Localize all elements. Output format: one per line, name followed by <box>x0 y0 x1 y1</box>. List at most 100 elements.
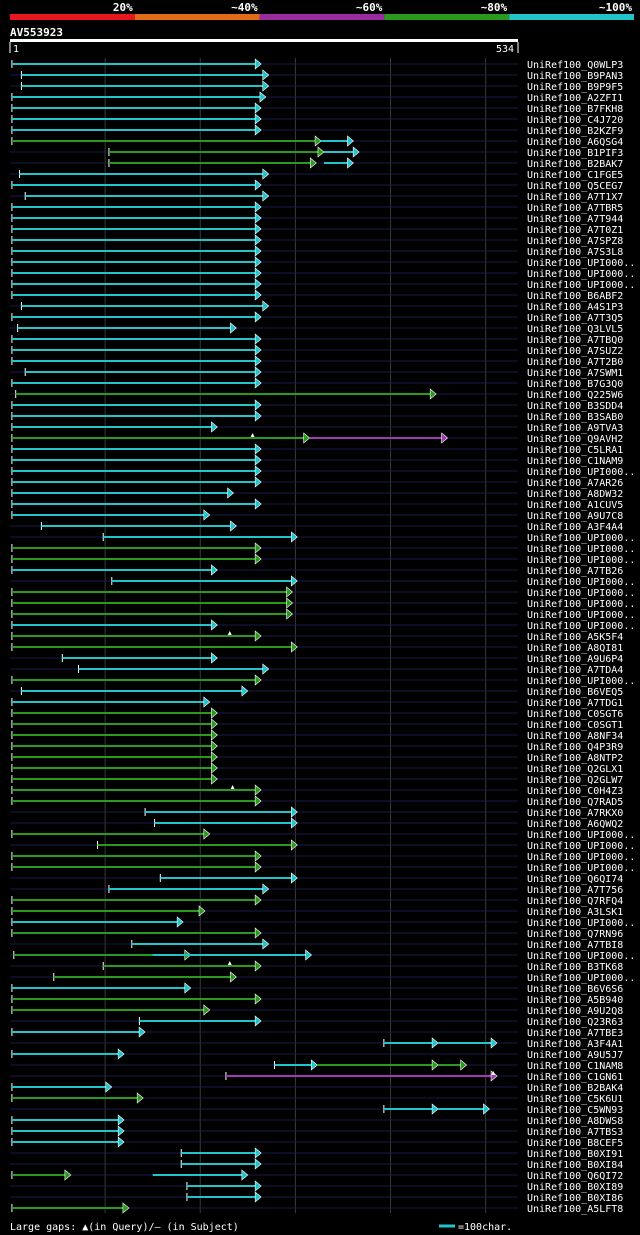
hit-label[interactable]: UniRef100_A2ZFI1 <box>527 93 623 104</box>
hit-row[interactable]: UniRef100_C5LRA1 <box>11 443 623 456</box>
hit-label[interactable]: UniRef100_UPI000.. <box>527 852 635 863</box>
hit-row[interactable]: UniRef100_UPI000.. <box>102 531 635 544</box>
hit-label[interactable]: UniRef100_A7TB26 <box>527 566 623 577</box>
hit-row[interactable]: UniRef100_A7S3L8 <box>11 245 623 258</box>
hit-label[interactable]: UniRef100_A7TBS3 <box>527 1127 623 1138</box>
hit-label[interactable]: UniRef100_Q3LVL5 <box>527 324 623 335</box>
hit-row[interactable]: UniRef100_Q6QI74 <box>159 872 623 885</box>
hit-label[interactable]: UniRef100_A9U6P4 <box>527 654 623 665</box>
hit-row[interactable]: UniRef100_A4S1P3 <box>20 300 623 313</box>
hit-label[interactable]: UniRef100_Q6QI72 <box>527 1171 623 1182</box>
hit-row[interactable]: UniRef100_Q9AVH2 <box>11 432 623 445</box>
hit-label[interactable]: UniRef100_B6ABF2 <box>527 291 623 302</box>
hit-label[interactable]: UniRef100_C1NAM8 <box>527 1061 623 1072</box>
hit-row[interactable]: UniRef100_UPI000.. <box>13 949 636 962</box>
hit-row[interactable]: UniRef100_A7TBE3 <box>11 1026 623 1039</box>
hit-row[interactable]: UniRef100_UPI000.. <box>11 828 635 841</box>
hit-label[interactable]: UniRef100_UPI000.. <box>527 676 635 687</box>
hit-row[interactable]: UniRef100_B3TK68 <box>102 960 623 973</box>
hit-row[interactable]: UniRef100_Q2GLW7 <box>11 773 623 786</box>
hit-row[interactable]: UniRef100_UPI000.. <box>11 861 635 874</box>
hit-label[interactable]: UniRef100_B0XI91 <box>527 1149 623 1160</box>
hit-row[interactable]: UniRef100_A7TBS3 <box>11 1125 623 1138</box>
hit-label[interactable]: UniRef100_A7AR26 <box>527 478 623 489</box>
hit-row[interactable]: UniRef100_A8DW32 <box>11 487 623 500</box>
hit-label[interactable]: UniRef100_Q2GLW7 <box>527 775 623 786</box>
hit-label[interactable]: UniRef100_UPI000.. <box>527 830 635 841</box>
hit-label[interactable]: UniRef100_C5LRA1 <box>527 445 623 456</box>
hit-row[interactable]: UniRef100_A9U2Q8 <box>11 1004 623 1017</box>
hit-label[interactable]: UniRef100_UPI000.. <box>527 467 635 478</box>
hit-label[interactable]: UniRef100_UPI000.. <box>527 577 635 588</box>
hit-row[interactable]: UniRef100_C0H4Z3 <box>11 784 623 797</box>
hit-row[interactable]: UniRef100_B0XI86 <box>186 1191 623 1204</box>
hit-label[interactable]: UniRef100_B7G3Q0 <box>527 379 623 390</box>
hit-row[interactable]: UniRef100_B3SAB0 <box>11 410 623 423</box>
hit-row[interactable]: UniRef100_A3LSK1 <box>11 905 623 918</box>
hit-row[interactable]: UniRef100_UPI000.. <box>11 267 635 280</box>
hit-label[interactable]: UniRef100_A8DWS8 <box>527 1116 623 1127</box>
hit-row[interactable]: UniRef100_Q0WLP3 <box>11 58 623 71</box>
hit-row[interactable]: UniRef100_C1NAM8 <box>273 1059 623 1072</box>
hit-row[interactable]: UniRef100_UPI000.. <box>53 971 636 984</box>
hit-row[interactable]: UniRef100_A1CUV5 <box>11 498 623 511</box>
hit-row[interactable]: UniRef100_B7FKH8 <box>11 102 623 115</box>
hit-label[interactable]: UniRef100_B2KZF9 <box>527 126 623 137</box>
hit-row[interactable]: UniRef100_A7TDA4 <box>77 663 623 676</box>
hit-label[interactable]: UniRef100_Q6QI74 <box>527 874 623 885</box>
hit-row[interactable]: UniRef100_UPI000.. <box>11 586 635 599</box>
hit-label[interactable]: UniRef100_UPI000.. <box>527 555 635 566</box>
hit-label[interactable]: UniRef100_Q23R63 <box>527 1017 623 1028</box>
hit-label[interactable]: UniRef100_C4J720 <box>527 115 623 126</box>
hit-label[interactable]: UniRef100_Q0WLP3 <box>527 60 623 71</box>
hit-label[interactable]: UniRef100_C0SGT1 <box>527 720 623 731</box>
hit-label[interactable]: UniRef100_A5K5F4 <box>527 632 623 643</box>
hit-row[interactable]: UniRef100_C5WN93 <box>383 1103 623 1116</box>
hit-row[interactable]: UniRef100_Q7RAD5 <box>11 795 623 808</box>
hit-label[interactable]: UniRef100_B8CEF5 <box>527 1138 623 1149</box>
hit-row[interactable]: UniRef100_B3SDD4 <box>11 399 623 412</box>
hit-row[interactable]: UniRef100_UPI000.. <box>11 542 635 555</box>
hit-label[interactable]: UniRef100_A9U5J7 <box>527 1050 623 1061</box>
hit-row[interactable]: UniRef100_A7TDG1 <box>11 696 623 709</box>
hit-label[interactable]: UniRef100_A9U7C8 <box>527 511 623 522</box>
hit-label[interactable]: UniRef100_A7TDG1 <box>527 698 623 709</box>
hit-row[interactable]: UniRef100_B0XI91 <box>180 1147 623 1160</box>
hit-label[interactable]: UniRef100_A5B940 <box>527 995 623 1006</box>
hit-row[interactable]: UniRef100_A6QSG4 <box>11 135 623 148</box>
hit-row[interactable]: UniRef100_UPI000.. <box>11 608 635 621</box>
hit-row[interactable]: UniRef100_Q225W6 <box>15 388 624 401</box>
hit-row[interactable]: UniRef100_UPI000.. <box>11 553 635 566</box>
hit-label[interactable]: UniRef100_B2BAK4 <box>527 1083 623 1094</box>
hit-label[interactable]: UniRef100_B6VEQ5 <box>527 687 623 698</box>
hit-row[interactable]: UniRef100_Q5CEG7 <box>11 179 623 192</box>
hit-row[interactable]: UniRef100_A7T3Q5 <box>11 311 623 324</box>
hit-label[interactable]: UniRef100_Q7RN96 <box>527 929 623 940</box>
hit-label[interactable]: UniRef100_B3SAB0 <box>527 412 623 423</box>
hit-row[interactable]: UniRef100_A5B940 <box>11 993 623 1006</box>
hit-label[interactable]: UniRef100_C1FGE5 <box>527 170 623 181</box>
hit-label[interactable]: UniRef100_B9PAN3 <box>527 71 623 82</box>
hit-label[interactable]: UniRef100_A7TBQ0 <box>527 335 623 346</box>
hit-row[interactable]: UniRef100_B8CEF5 <box>11 1136 623 1149</box>
hit-label[interactable]: UniRef100_UPI000.. <box>527 258 635 269</box>
hit-row[interactable]: UniRef100_C5K6U1 <box>11 1092 623 1105</box>
hit-label[interactable]: UniRef100_A3F4A1 <box>527 1039 623 1050</box>
hit-row[interactable]: UniRef100_Q2GLX1 <box>11 762 623 775</box>
hit-label[interactable]: UniRef100_Q7RFQ4 <box>527 896 623 907</box>
hit-label[interactable]: UniRef100_A9U2Q8 <box>527 1006 623 1017</box>
hit-row[interactable]: UniRef100_A7TBR5 <box>11 201 623 214</box>
hit-label[interactable]: UniRef100_B1PIF3 <box>527 148 623 159</box>
hit-label[interactable]: UniRef100_A7T2B0 <box>527 357 623 368</box>
hit-label[interactable]: UniRef100_Q9AVH2 <box>527 434 623 445</box>
hit-label[interactable]: UniRef100_A8QI81 <box>527 643 623 654</box>
hit-row[interactable]: UniRef100_UPI000.. <box>111 575 636 588</box>
hit-row[interactable]: UniRef100_C1NAM9 <box>11 454 623 467</box>
hit-row[interactable]: UniRef100_UPI000.. <box>97 839 636 852</box>
hit-row[interactable]: UniRef100_A9U6P4 <box>61 652 623 665</box>
hit-row[interactable]: UniRef100_C1FGE5 <box>19 168 624 181</box>
hit-row[interactable]: UniRef100_UPI000.. <box>11 256 635 269</box>
hit-row[interactable]: UniRef100_B7G3Q0 <box>11 377 623 390</box>
hit-label[interactable]: UniRef100_B0XI89 <box>527 1182 623 1193</box>
hit-row[interactable]: UniRef100_A7T756 <box>108 883 623 896</box>
